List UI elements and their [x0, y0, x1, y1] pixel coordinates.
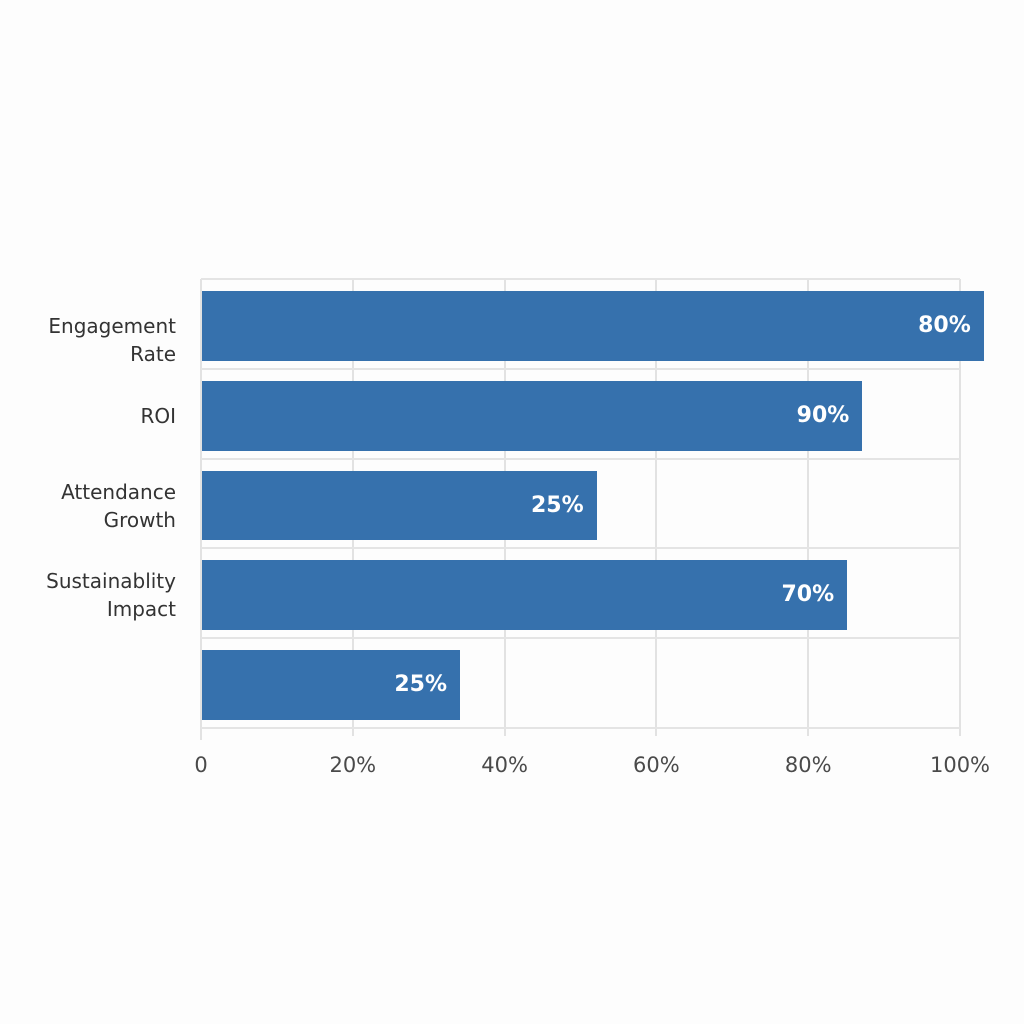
- category-label: Sustainablity Impact: [46, 569, 176, 622]
- x-tick-label: 20%: [329, 753, 377, 777]
- category-label: ROI: [140, 403, 176, 428]
- bar-value-label: 80%: [918, 313, 971, 338]
- bar-value-label: 25%: [394, 672, 448, 698]
- x-gridline: [959, 279, 961, 736]
- row-gridline: [201, 278, 960, 280]
- category-label: Attendance Growth: [61, 479, 176, 532]
- x-gridline: [807, 279, 810, 736]
- bar: [202, 291, 984, 361]
- x-tick-label: 100%: [929, 753, 991, 777]
- bar-value-label: 70%: [781, 582, 835, 608]
- x-tick-label: 0: [194, 753, 208, 777]
- row-gridline: [201, 637, 960, 640]
- x-tick-label: 80%: [784, 753, 832, 777]
- bar: [202, 470, 597, 541]
- bar-value-label: 90%: [796, 402, 850, 428]
- x-tick-label: 40%: [481, 753, 528, 777]
- row-gridline: [201, 367, 960, 370]
- bar: [202, 650, 461, 720]
- bar: [202, 380, 863, 451]
- bar: [202, 560, 848, 631]
- x-tick-label: 60%: [633, 753, 680, 777]
- row-gridline: [201, 457, 960, 460]
- x-gridline: [200, 279, 202, 740]
- row-gridline: [201, 547, 960, 550]
- x-gridline: [655, 279, 658, 736]
- category-label: Engagement Rate: [48, 313, 176, 366]
- row-gridline: [201, 727, 960, 729]
- bar-value-label: 25%: [531, 492, 584, 518]
